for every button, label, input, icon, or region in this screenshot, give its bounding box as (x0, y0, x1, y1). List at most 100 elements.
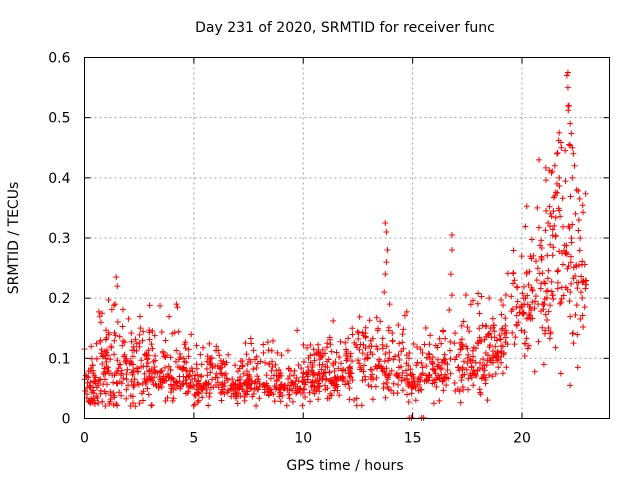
data-point (567, 382, 574, 389)
data-point (336, 354, 343, 361)
data-point (356, 360, 363, 367)
data-point (533, 277, 540, 284)
data-point (349, 325, 356, 332)
data-point (441, 375, 448, 382)
data-point (116, 389, 123, 396)
data-point (174, 304, 181, 311)
data-point (100, 352, 107, 359)
data-point (136, 400, 143, 407)
data-point (104, 364, 111, 371)
data-point (82, 388, 89, 395)
data-point (285, 391, 292, 398)
data-point (434, 344, 441, 351)
data-point (215, 347, 222, 354)
data-point (447, 338, 454, 345)
data-point (97, 390, 104, 397)
data-point (540, 306, 547, 313)
data-point (432, 376, 439, 383)
data-point (170, 395, 177, 402)
data-point (567, 193, 574, 200)
data-point (575, 227, 582, 234)
data-point (464, 360, 471, 367)
data-point (349, 331, 356, 338)
data-point (171, 382, 178, 389)
data-point (234, 400, 241, 407)
data-point (119, 306, 126, 313)
data-point (458, 377, 465, 384)
data-point (145, 347, 152, 354)
data-point (579, 312, 586, 319)
data-point (501, 330, 508, 337)
data-point (579, 295, 586, 302)
data-point (193, 342, 200, 349)
data-point (218, 370, 225, 377)
data-point (191, 391, 198, 398)
data-point (88, 395, 95, 402)
data-point (179, 365, 186, 372)
data-point (236, 365, 243, 372)
data-point (510, 269, 517, 276)
data-point (473, 373, 480, 380)
data-point (558, 296, 565, 303)
data-point (502, 334, 509, 341)
data-point (399, 387, 406, 394)
data-point (557, 139, 564, 146)
data-point (413, 362, 420, 369)
data-point (373, 374, 380, 381)
data-point (465, 375, 472, 382)
data-point (88, 343, 95, 350)
data-point (125, 315, 132, 322)
data-point (470, 297, 477, 304)
data-point (419, 364, 426, 371)
data-point (379, 335, 386, 342)
data-point (203, 386, 210, 393)
data-point (194, 371, 201, 378)
data-point (399, 339, 406, 346)
data-point (87, 379, 94, 386)
data-point (356, 313, 363, 320)
data-point (315, 346, 322, 353)
data-point (205, 381, 212, 388)
data-point (261, 386, 268, 393)
data-point (432, 370, 439, 377)
data-point (436, 374, 443, 381)
data-point (232, 362, 239, 369)
data-point (565, 223, 572, 230)
data-point (280, 385, 287, 392)
data-point (157, 368, 164, 375)
data-point (278, 372, 285, 379)
data-point (254, 373, 261, 380)
data-point (291, 367, 298, 374)
data-point (335, 365, 342, 372)
data-point (160, 350, 167, 357)
data-point (465, 351, 472, 358)
data-point (395, 364, 402, 371)
data-point (548, 278, 555, 285)
data-point (170, 386, 177, 393)
data-point (337, 360, 344, 367)
data-point (531, 368, 538, 375)
data-point (456, 351, 463, 358)
data-point (311, 390, 318, 397)
data-point (524, 292, 531, 299)
data-point (148, 341, 155, 348)
data-point (515, 319, 522, 326)
data-point (97, 337, 104, 344)
data-point (376, 356, 383, 363)
data-point (356, 366, 363, 373)
data-point (147, 377, 154, 384)
data-point (218, 382, 225, 389)
data-point (443, 382, 450, 389)
x-tick-label: 15 (404, 431, 422, 447)
data-point (219, 371, 226, 378)
data-point (541, 279, 548, 286)
data-point (171, 329, 178, 336)
data-point (212, 374, 219, 381)
data-point (458, 336, 465, 343)
data-point (574, 331, 581, 338)
data-point (531, 305, 538, 312)
data-point (486, 295, 493, 302)
data-point (544, 287, 551, 294)
data-point (558, 284, 565, 291)
data-point (526, 311, 533, 318)
